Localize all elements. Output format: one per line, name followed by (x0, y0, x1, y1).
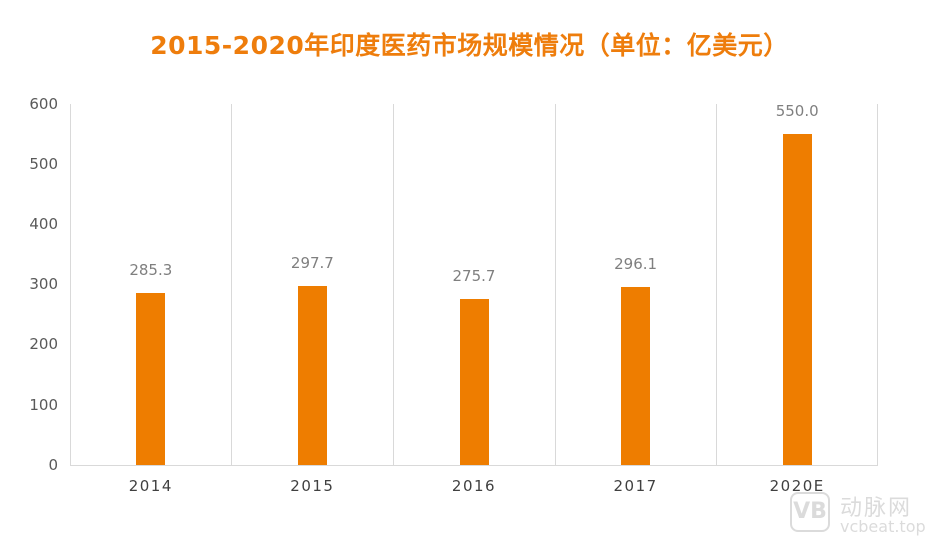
gridline (231, 104, 232, 465)
x-tick: 2020E (769, 477, 825, 495)
y-tick: 200 (29, 335, 58, 353)
y-tick: 0 (48, 456, 58, 474)
x-tick: 2017 (613, 477, 658, 495)
bar[interactable] (297, 285, 327, 465)
gridline (877, 104, 878, 465)
y-tick: 600 (29, 95, 58, 113)
data-label: 296.1 (614, 254, 658, 273)
x-tick: 2015 (290, 477, 335, 495)
bar[interactable] (459, 299, 489, 465)
vb-logo-icon: VB (790, 492, 830, 532)
data-label: 275.7 (452, 267, 496, 286)
bar[interactable] (136, 293, 166, 465)
watermark: VB 动脉网 vcbeat.top (790, 490, 935, 540)
data-label: 550.0 (775, 102, 819, 121)
gridline (716, 104, 717, 465)
watermark-domain: vcbeat.top (840, 517, 926, 536)
gridline (70, 104, 71, 465)
x-axis-line (70, 465, 878, 466)
y-tick: 400 (29, 215, 58, 233)
x-tick: 2016 (451, 477, 497, 495)
gridline (555, 104, 556, 465)
watermark-name: 动脉网 (840, 496, 913, 521)
bar[interactable] (621, 286, 651, 465)
y-tick: 300 (29, 275, 58, 293)
x-tick: 2014 (128, 477, 173, 495)
chart-title: 2015-2020年印度医药市场规模情况（单位：亿美元） (150, 31, 789, 60)
data-label: 285.3 (129, 261, 173, 280)
data-label: 297.7 (290, 253, 334, 272)
gridline (393, 104, 394, 465)
bar[interactable] (782, 134, 812, 465)
y-tick: 100 (29, 396, 58, 414)
y-tick: 500 (29, 155, 58, 173)
plot-area: 285.3 297.7 275.7 296.1 550.0 (70, 102, 878, 466)
